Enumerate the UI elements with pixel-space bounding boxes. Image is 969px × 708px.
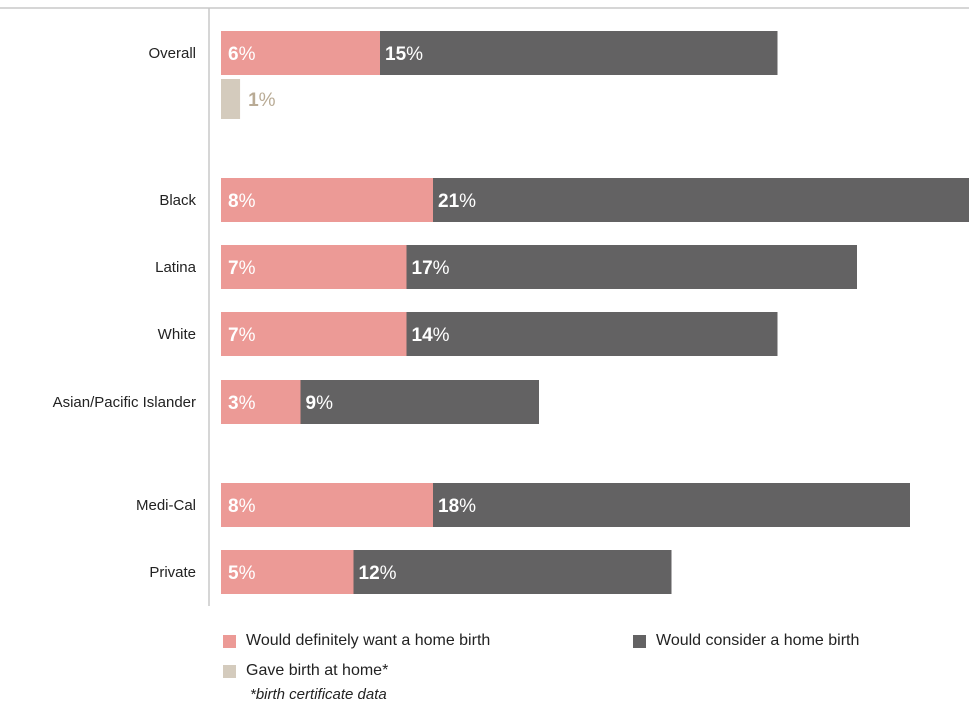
value-definitely-overall: 6% [228, 44, 256, 65]
category-label-asian-pacific-islander: Asian/Pacific Islander [53, 394, 196, 411]
bar-definitely-private [221, 550, 354, 594]
bar-consider-white [406, 312, 778, 356]
bar-definitely-asian-pacific-islander [221, 380, 301, 424]
bar-definitely-medi-cal [221, 483, 433, 527]
value-consider-private: 12% [359, 563, 397, 584]
legend-label-definitely: Would definitely want a home birth [246, 632, 491, 649]
value-definitely-black: 8% [228, 191, 256, 212]
category-label-medi-cal: Medi-Cal [136, 497, 196, 514]
bar-definitely-black [221, 178, 433, 222]
value-home-overall: 1% [248, 90, 276, 111]
category-label-white: White [158, 326, 196, 343]
chart: Overall Black Latina White Asian/Pacific Isl… [0, 7, 969, 606]
value-labels: 6% 15% 1% 8% 21% 7% 17% 7% 14% 3% 9% 8% 18% 5% 12% [228, 44, 476, 584]
bar-consider-latina [406, 245, 857, 289]
legend-note: *birth certificate data [250, 686, 387, 703]
value-definitely-medi-cal: 8% [228, 496, 256, 517]
legend-item-home: Gave birth at home* [223, 662, 388, 680]
value-definitely-asian-pacific-islander: 3% [228, 393, 256, 414]
bar-consider-medi-cal [433, 483, 910, 527]
value-consider-black: 21% [438, 191, 476, 212]
bar-consider-overall [380, 31, 778, 75]
bar-consider-asian-pacific-islander [300, 380, 539, 424]
legend-swatch-home [223, 664, 236, 678]
bar-home-overall [221, 79, 241, 119]
value-consider-white: 14% [412, 325, 450, 346]
value-definitely-latina: 7% [228, 258, 256, 279]
value-consider-medi-cal: 18% [438, 496, 476, 517]
category-labels: Overall Black Latina White Asian/Pacific Isl… [53, 45, 197, 581]
legend-swatch-definitely [223, 634, 236, 648]
category-label-latina: Latina [155, 259, 197, 276]
legend-label-home: Gave birth at home* [246, 662, 389, 679]
value-consider-overall: 15% [385, 44, 423, 65]
category-label-black: Black [159, 192, 196, 209]
bar-definitely-overall [221, 31, 380, 75]
bars [221, 31, 969, 594]
legend-item-definitely: Would definitely want a home birth [223, 632, 490, 650]
bar-consider-black [433, 178, 969, 222]
bar-definitely-latina [221, 245, 407, 289]
bar-definitely-white [221, 312, 407, 356]
value-consider-latina: 17% [412, 258, 450, 279]
value-definitely-white: 7% [228, 325, 256, 346]
legend-item-consider: Would consider a home birth [633, 632, 859, 650]
legend-swatch-consider [633, 634, 646, 648]
value-consider-asian-pacific-islander: 9% [306, 393, 334, 414]
value-definitely-private: 5% [228, 563, 256, 584]
legend-label-consider: Would consider a home birth [656, 632, 860, 649]
category-label-private: Private [149, 564, 196, 581]
bar-consider-private [353, 550, 672, 594]
category-label-overall: Overall [148, 45, 196, 62]
